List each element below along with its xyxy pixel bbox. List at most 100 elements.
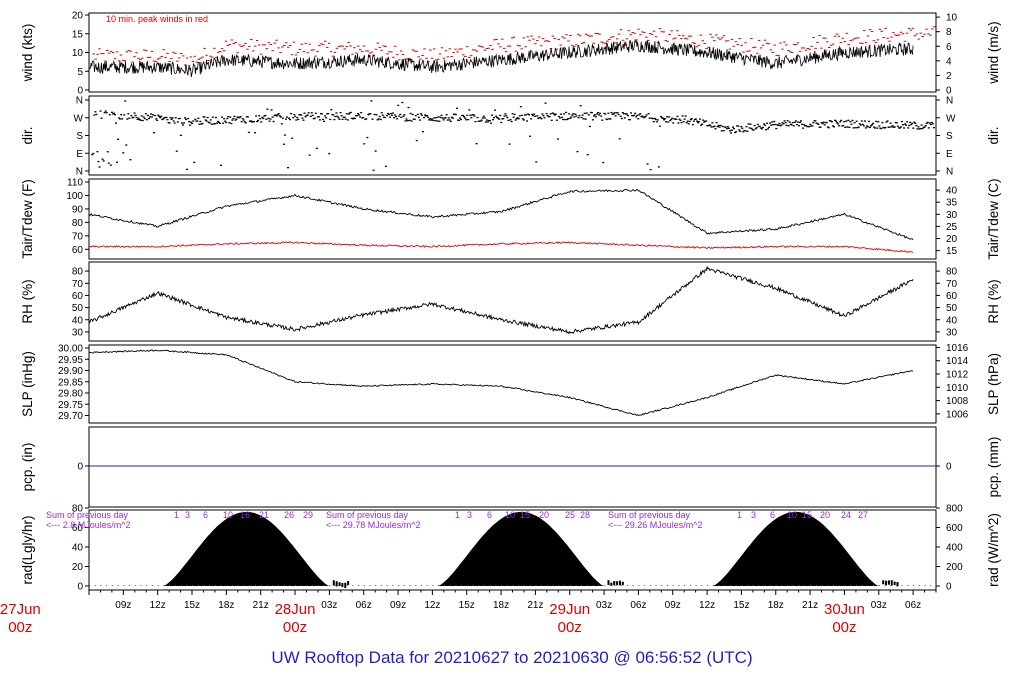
dir-point — [331, 113, 334, 116]
dir-point — [912, 127, 915, 129]
rad-bump — [607, 580, 610, 585]
dir-point — [152, 114, 155, 116]
time-tick-label: 12z — [699, 600, 715, 611]
dir-point — [308, 154, 311, 156]
dir-point — [573, 116, 576, 118]
rad-note-line1: Sum of previous day — [46, 510, 129, 520]
dir-point — [399, 113, 402, 116]
dir-point — [539, 116, 542, 119]
rad-note-line1: Sum of previous day — [608, 510, 691, 520]
dir-point — [798, 121, 801, 124]
day-label-hour: 00z — [8, 619, 32, 636]
dir-point — [555, 119, 558, 121]
dir-point — [313, 117, 316, 119]
dir-point — [896, 125, 899, 127]
dir-point — [728, 130, 731, 132]
dir-point — [786, 120, 789, 122]
rad-baseline-dot — [878, 585, 880, 586]
dir-point — [129, 159, 132, 161]
dir-point — [668, 116, 671, 118]
dir-point — [120, 114, 123, 116]
dir-point — [377, 118, 380, 120]
dir-point — [519, 106, 522, 108]
dir-point — [186, 168, 189, 171]
dir-point — [533, 113, 536, 115]
dir-point — [317, 116, 320, 118]
dir-point — [928, 122, 931, 124]
dir-point — [302, 119, 305, 121]
dir-point — [205, 120, 208, 122]
rad-ylabel-left: rad(Lgly/hr) — [20, 515, 35, 584]
dir-point — [364, 118, 367, 121]
dir-point — [438, 120, 441, 122]
dir-point — [743, 129, 746, 132]
rad-left-tick-label: 80 — [72, 504, 84, 515]
dir-point — [718, 126, 721, 128]
dir-point — [127, 113, 130, 115]
rad-hour-label: 6 — [487, 510, 492, 520]
dir-point — [806, 125, 809, 128]
rad-baseline-dot — [277, 585, 279, 586]
dir-point — [531, 113, 534, 116]
dir-point — [109, 164, 112, 166]
dir-point — [673, 118, 676, 120]
dir-point — [821, 122, 824, 125]
dir-point — [357, 113, 360, 115]
dir-point — [329, 118, 332, 121]
dir-point — [469, 114, 472, 116]
rad-baseline-dot — [695, 585, 697, 586]
rad-hour-label: 20 — [539, 510, 549, 520]
dir-point — [841, 125, 844, 127]
dir-point — [825, 121, 828, 124]
rad-baseline-dot — [283, 585, 285, 586]
dir-point — [373, 113, 376, 116]
dir-point — [725, 128, 728, 130]
dir-point — [345, 113, 348, 115]
dir-point — [538, 117, 541, 119]
dir-point — [904, 123, 907, 125]
rad-baseline-dot — [501, 585, 503, 586]
dir-point — [772, 124, 775, 126]
rad-bump — [347, 581, 350, 586]
dir-point — [840, 119, 843, 122]
rad-baseline-dot — [913, 585, 915, 586]
dir-point — [473, 115, 476, 117]
dir-point — [157, 114, 160, 116]
dir-point — [909, 121, 912, 124]
dir-point — [801, 123, 804, 125]
dir-point — [136, 118, 139, 120]
dir-point — [720, 130, 723, 132]
dir-point — [288, 117, 291, 119]
dir-point — [295, 119, 298, 121]
dir-point — [240, 120, 243, 123]
temp-left-tick-label: 90 — [72, 204, 84, 215]
temp-right-tick-label: 25 — [946, 222, 958, 233]
dir-point — [710, 126, 713, 128]
day-label-date: 30Jun — [824, 601, 865, 618]
dir-point — [508, 143, 511, 145]
dir-frame — [88, 95, 937, 176]
dir-point — [660, 117, 663, 119]
rad-baseline-dot — [707, 585, 709, 586]
dir-point — [270, 109, 273, 111]
dir-point — [540, 118, 543, 120]
rad-baseline-dot — [529, 585, 531, 586]
dir-point — [291, 137, 294, 139]
rad-baseline-dot — [844, 585, 846, 586]
dir-point — [567, 117, 570, 120]
rad-hour-label: 27 — [858, 510, 868, 520]
time-tick-label: 03z — [321, 600, 337, 611]
rad-left-tick-label: 40 — [72, 543, 84, 554]
dir-point — [502, 118, 505, 120]
dir-point — [250, 121, 253, 123]
rad-area-day — [163, 511, 330, 586]
dir-point — [304, 116, 307, 118]
dir-point — [612, 113, 615, 115]
dir-point — [854, 127, 857, 129]
rad-hour-label: 6 — [203, 510, 208, 520]
dir-point — [746, 130, 749, 132]
dir-point — [298, 114, 301, 116]
dir-point — [260, 121, 263, 123]
rh-left-tick-label: 70 — [72, 279, 84, 290]
dir-point — [276, 114, 279, 116]
